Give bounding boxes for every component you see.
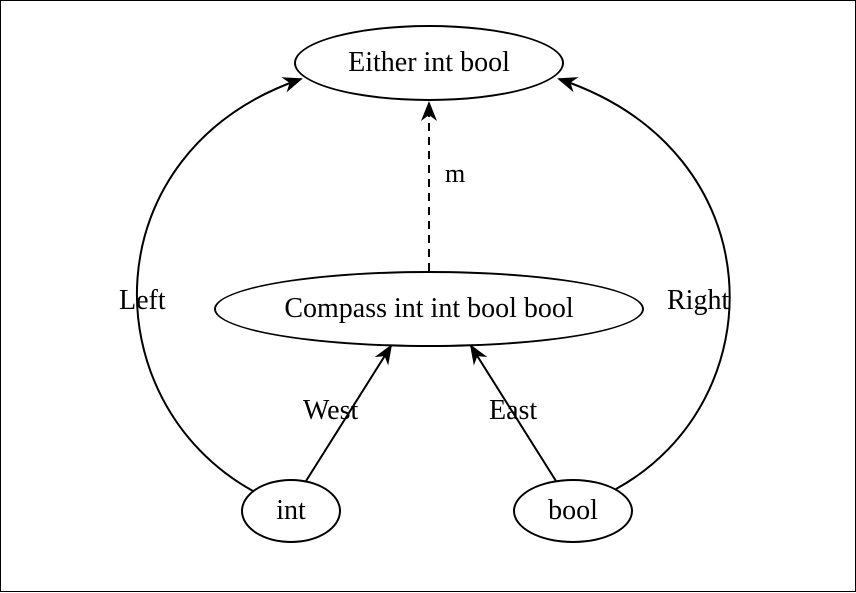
node-either-label: Either int bool bbox=[348, 47, 510, 79]
node-bool-label: bool bbox=[548, 495, 598, 527]
edge-m-text: m bbox=[445, 159, 465, 188]
edge-west-text: West bbox=[303, 395, 358, 426]
node-either: Either int bool bbox=[294, 25, 564, 101]
edge-label-east: East bbox=[489, 395, 537, 427]
edge-left-text: Left bbox=[119, 285, 166, 316]
edge-right-text: Right bbox=[667, 285, 729, 316]
node-compass-label: Compass int int bool bool bbox=[284, 293, 573, 325]
edge-label-left: Left bbox=[119, 285, 166, 317]
edge-label-m: m bbox=[445, 159, 465, 189]
node-bool: bool bbox=[513, 479, 633, 543]
node-int-label: int bbox=[276, 495, 306, 527]
edge-label-right: Right bbox=[667, 285, 729, 317]
node-compass: Compass int int bool bool bbox=[214, 271, 644, 347]
edge-label-west: West bbox=[303, 395, 358, 427]
node-int: int bbox=[241, 479, 341, 543]
edge-east-text: East bbox=[489, 395, 537, 426]
diagram-container: Either int bool Compass int int bool boo… bbox=[0, 0, 856, 592]
